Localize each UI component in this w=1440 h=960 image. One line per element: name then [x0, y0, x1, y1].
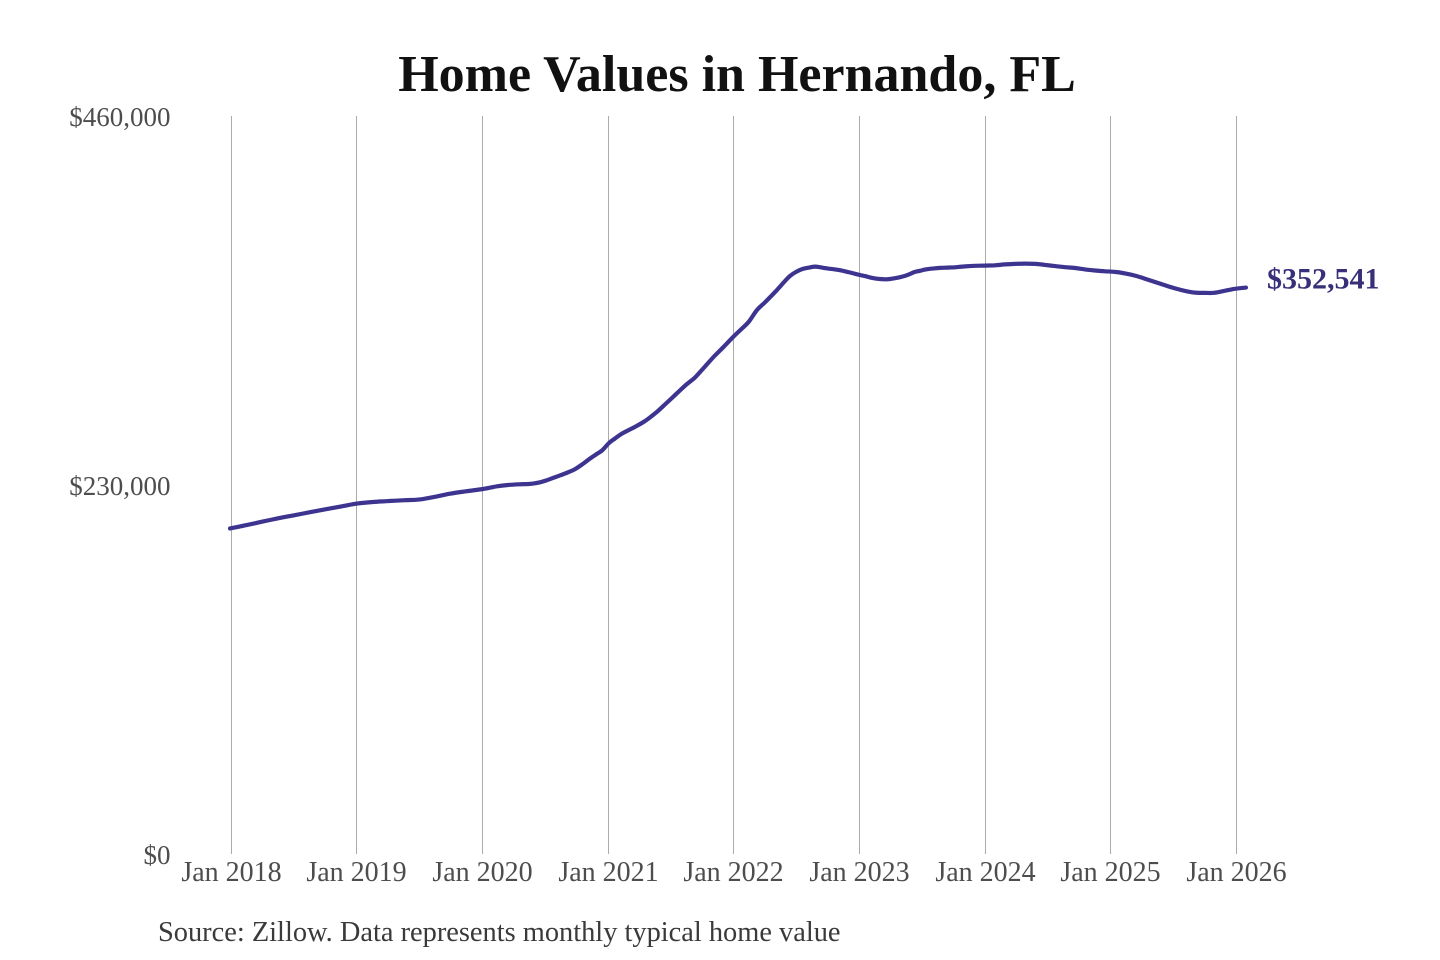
svg-text:Home Values in Hernando, FL: Home Values in Hernando, FL	[398, 46, 1076, 103]
svg-text:Jan 2026: Jan 2026	[1186, 857, 1286, 888]
svg-text:Jan 2022: Jan 2022	[683, 857, 783, 888]
svg-text:$460,000: $460,000	[69, 102, 170, 132]
svg-text:Jan 2019: Jan 2019	[306, 857, 406, 888]
svg-text:Jan 2025: Jan 2025	[1060, 857, 1160, 888]
svg-text:$230,000: $230,000	[69, 471, 170, 501]
svg-text:Jan 2020: Jan 2020	[432, 857, 532, 888]
svg-text:Source: Zillow. Data represent: Source: Zillow. Data represents monthly …	[158, 917, 841, 948]
svg-text:Jan 2023: Jan 2023	[809, 857, 909, 888]
svg-text:Jan 2024: Jan 2024	[935, 857, 1035, 888]
svg-text:$352,541: $352,541	[1267, 263, 1380, 296]
svg-text:Jan 2018: Jan 2018	[181, 857, 281, 888]
svg-text:$0: $0	[144, 840, 171, 870]
svg-text:Jan 2021: Jan 2021	[558, 857, 658, 888]
